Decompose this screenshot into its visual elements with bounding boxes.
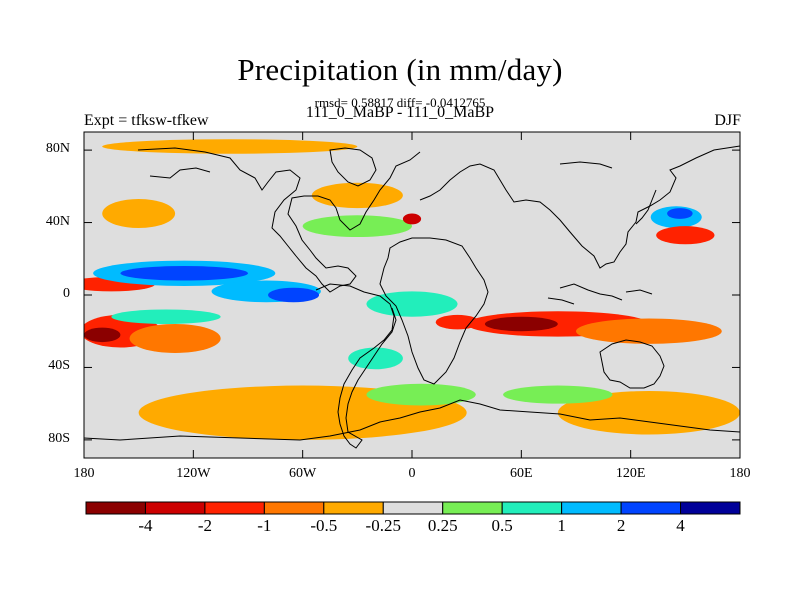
lat-label: 0 — [63, 286, 70, 301]
case-run-label: 111_0_MaBP - 111_0_MaBP — [305, 104, 495, 121]
coast-greenland — [329, 147, 377, 187]
coast-indonesia — [547, 283, 653, 305]
lon-label: 60E — [510, 466, 533, 481]
colorbar-label: -4 — [138, 516, 153, 535]
coast-south-america — [315, 283, 397, 449]
colorbar-label: 0.5 — [491, 516, 513, 535]
colorbar-swatch — [382, 501, 444, 515]
lat-label: 80N — [45, 141, 70, 157]
anomaly-south-atlantic-wet — [366, 383, 476, 406]
anomaly-south-pacific-dry-core — [84, 327, 121, 343]
axis-ticks — [83, 132, 741, 458]
coast-north-america — [137, 147, 421, 293]
colorbar-label: -2 — [197, 516, 212, 535]
plot-title: Precipitation (in mm/day) — [237, 52, 563, 87]
lat-label: 40S — [48, 358, 70, 374]
coast-australia — [599, 339, 665, 389]
anomaly-arctic-dry — [102, 139, 358, 154]
anomaly-south-pacific-wet-band — [111, 309, 221, 324]
colorbar-label: -0.5 — [310, 516, 338, 535]
lat-label: 80S — [48, 430, 70, 446]
coast-japan — [635, 189, 657, 225]
colorbar-label: 0.25 — [427, 516, 458, 535]
lon-label: 60W — [289, 466, 317, 481]
anomaly-africa-wet — [366, 291, 458, 317]
anomaly-maritime-dry-band — [576, 318, 722, 344]
colorbar-label: -1 — [257, 516, 272, 535]
anomaly-east-pacific-core — [268, 287, 320, 303]
anomaly-north-atlantic-dry — [311, 182, 403, 209]
anomaly-east-africa-dry — [435, 314, 480, 330]
anomaly-southern-ocean-dry-east — [557, 390, 740, 435]
colorbar — [85, 501, 741, 515]
lon-label: 120W — [176, 466, 211, 481]
lon-label: 180 — [73, 466, 95, 481]
colorbar-label: 4 — [676, 516, 685, 535]
anomaly-south-indian-wet — [503, 385, 613, 404]
colorbar-swatch — [204, 501, 265, 515]
coast-europe-asia — [419, 145, 740, 269]
lon-label: 120E — [615, 466, 646, 481]
anomaly-pacific-core-wet — [120, 266, 248, 281]
plot-subtitle: rmsd= 0.58817 diff= -0.0412765 — [314, 95, 486, 110]
colorbar-swatch — [501, 501, 563, 515]
anomaly-mediterranean-dry — [402, 213, 422, 225]
anomaly-field — [84, 139, 740, 440]
colorbar-label: 1 — [557, 516, 566, 535]
colorbar-label: 2 — [616, 516, 626, 535]
lon-label: 180 — [729, 466, 751, 481]
anomaly-south-atlantic-wet-east — [348, 347, 403, 370]
coast-antarctica — [84, 399, 740, 441]
colorbar-swatch — [680, 501, 741, 515]
anomaly-kuroshio-core — [667, 208, 693, 219]
anomaly-south-pacific-dry-mid — [129, 323, 221, 353]
colorbar-swatch — [620, 501, 682, 515]
colorbar-swatch — [263, 501, 325, 515]
colorbar-swatch — [442, 501, 503, 515]
lat-label: 40N — [45, 213, 70, 229]
season-label: DJF — [714, 112, 741, 129]
coast-africa — [379, 237, 489, 385]
colorbar-label: -0.25 — [365, 516, 401, 535]
colorbar-swatch — [323, 501, 384, 515]
anomaly-indian-ocean-dry-core — [484, 316, 558, 332]
colorbar-swatch — [85, 501, 146, 515]
coastlines — [84, 145, 740, 449]
coast-arctic-islands — [149, 161, 613, 179]
anomaly-japan-dry — [656, 226, 715, 245]
lon-label: 0 — [408, 466, 416, 481]
anomaly-north-pacific-dry — [102, 199, 176, 228]
colorbar-swatch — [561, 501, 622, 515]
colorbar-swatch — [144, 501, 206, 515]
experiment-label: Expt = tfksw-tfkew — [84, 112, 209, 129]
